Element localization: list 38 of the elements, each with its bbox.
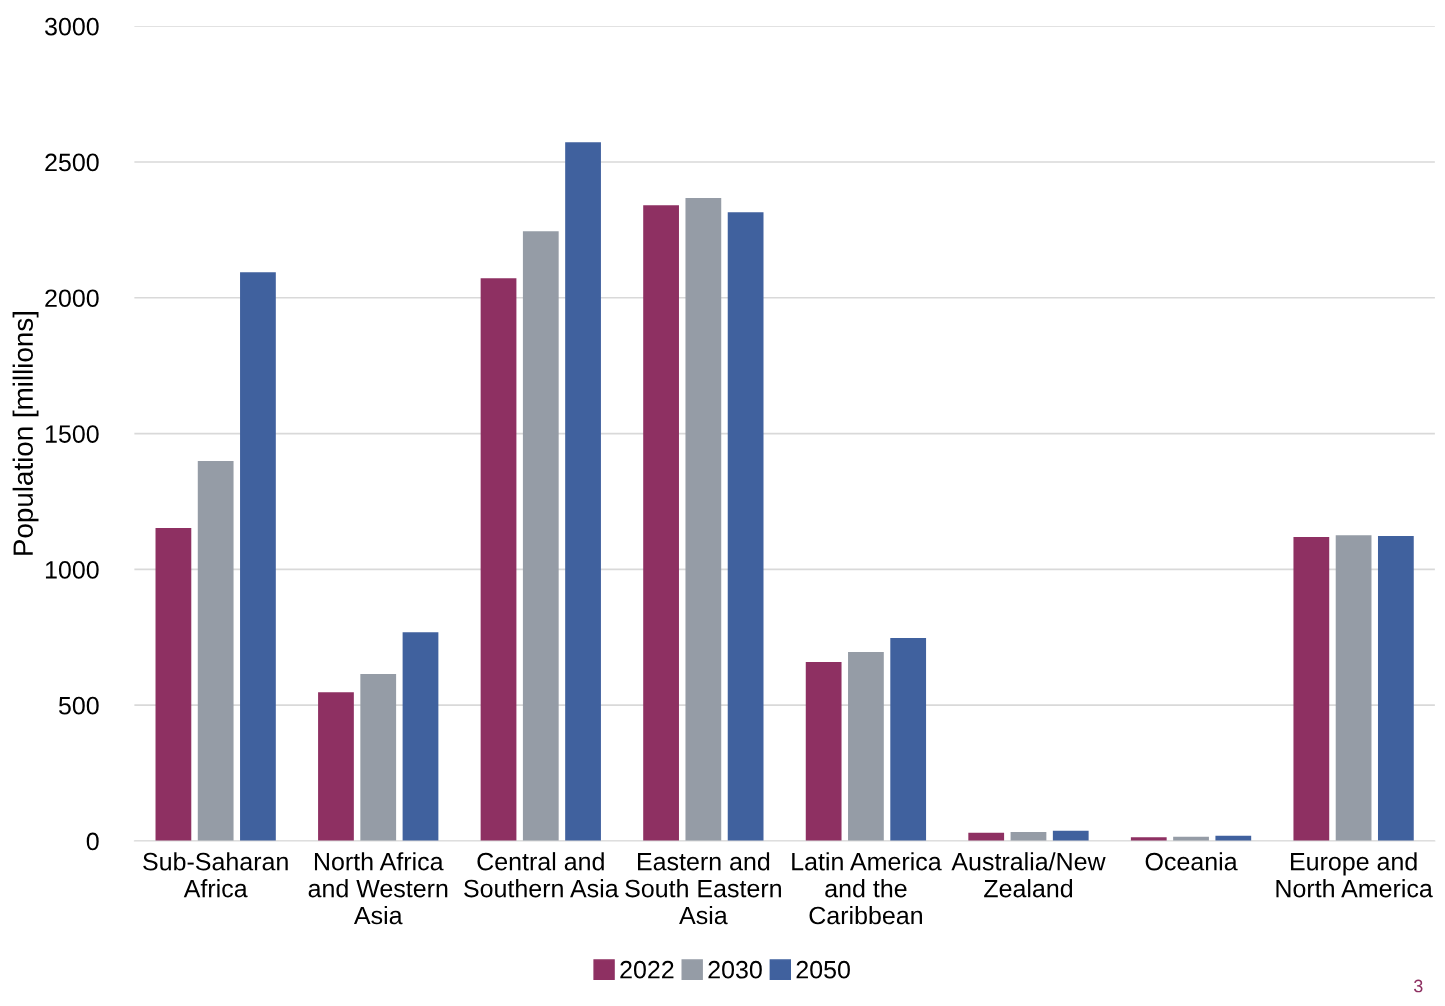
y-tick-label: 500 bbox=[58, 696, 99, 715]
bar bbox=[727, 212, 764, 842]
y-tick-label: 0 bbox=[86, 832, 99, 851]
bar bbox=[1293, 537, 1330, 842]
bar bbox=[848, 651, 884, 842]
bar bbox=[890, 638, 927, 842]
x-tick-label: Oceania bbox=[1145, 852, 1238, 871]
y-tick-label: 2500 bbox=[45, 153, 99, 172]
x-tick-label: North Africa and Western Asia bbox=[308, 852, 448, 925]
legend-label: 2022 bbox=[620, 960, 674, 979]
y-axis-title: Population [millions] bbox=[12, 312, 39, 555]
x-tick-label: Europe and North America bbox=[1276, 852, 1433, 898]
y-tick-label: 3000 bbox=[45, 17, 99, 36]
bar bbox=[685, 198, 722, 842]
x-tick-label: Central and Southern Asia bbox=[464, 852, 619, 898]
bar bbox=[402, 632, 439, 842]
bar bbox=[155, 528, 192, 842]
bar bbox=[480, 278, 517, 842]
x-tick-label: Sub-Saharan Africa bbox=[143, 852, 288, 898]
bar bbox=[360, 673, 397, 842]
x-tick-label: Latin America and the Caribbean bbox=[792, 852, 942, 925]
x-tick-label: Eastern and South Eastern Asia bbox=[625, 852, 781, 925]
bar bbox=[240, 272, 276, 842]
text: 3 bbox=[1413, 979, 1423, 993]
legend-label: 2050 bbox=[796, 960, 850, 979]
bar bbox=[197, 461, 234, 842]
bar bbox=[318, 692, 354, 842]
legend-label: 2030 bbox=[708, 960, 762, 979]
bar bbox=[805, 662, 842, 842]
bar bbox=[1335, 535, 1372, 842]
y-tick-label: 1500 bbox=[45, 425, 99, 443]
x-tick-label: Australia/New Zealand bbox=[951, 852, 1106, 898]
bar bbox=[643, 205, 679, 842]
y-tick-label: 2000 bbox=[45, 289, 99, 308]
bar bbox=[1377, 535, 1414, 842]
bar bbox=[522, 231, 559, 842]
bar bbox=[565, 142, 601, 842]
y-tick-label: 1000 bbox=[45, 561, 99, 579]
